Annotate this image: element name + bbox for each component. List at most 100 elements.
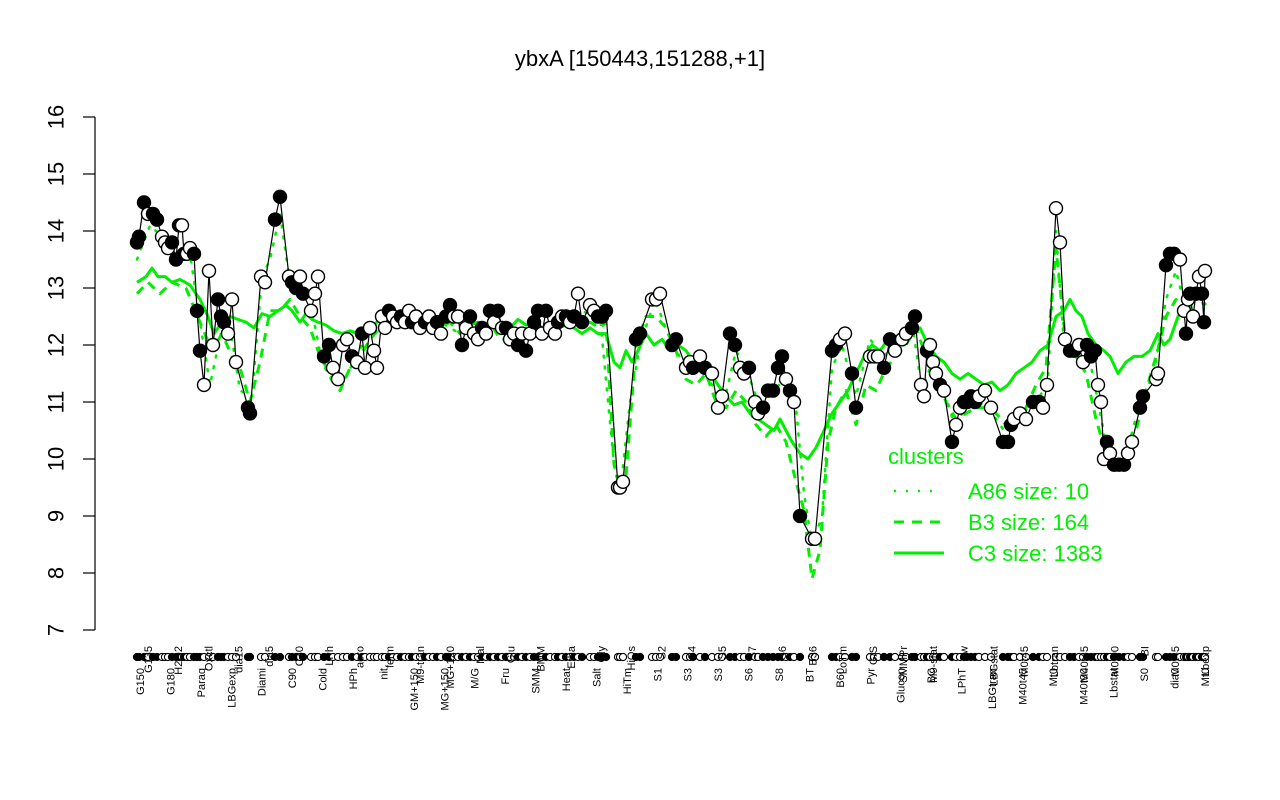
- data-point-open: [1090, 377, 1106, 393]
- data-point-open: [303, 303, 319, 318]
- data-point-filled: [131, 229, 147, 244]
- x-label-lower: C90: [287, 668, 299, 688]
- data-point-filled: [1087, 343, 1103, 358]
- x-rug-marker: [1042, 652, 1052, 662]
- data-point-open: [224, 292, 240, 307]
- x-label-upper: S2: [656, 646, 668, 659]
- x-label-upper: Glu: [505, 646, 517, 663]
- data-point-open: [307, 286, 323, 301]
- data-point-open: [478, 326, 494, 341]
- data-point-open: [330, 372, 346, 387]
- x-label-upper: LPh: [324, 646, 336, 666]
- data-point-open: [292, 269, 308, 284]
- data-point-open: [1018, 411, 1034, 427]
- x-label-upper: S5: [717, 646, 729, 659]
- data-point-filled: [685, 360, 701, 375]
- x-label-lower: S6: [744, 668, 756, 681]
- data-point-filled: [490, 303, 506, 318]
- y-tick-label: 7: [44, 624, 69, 636]
- x-label-upper: G/S: [868, 646, 880, 665]
- data-point-filled: [149, 212, 165, 227]
- data-point-open: [887, 343, 903, 358]
- x-label-upper: M9-stat: [928, 646, 940, 683]
- x-rug-marker: [939, 652, 949, 662]
- x-label-upper: HiOs: [626, 646, 638, 671]
- x-label-upper: Lbtran: [1049, 646, 1061, 677]
- data-point-open: [362, 320, 378, 336]
- data-point-open: [205, 337, 221, 353]
- x-label-upper: LBGstat: [989, 646, 1001, 686]
- x-rug-marker: [700, 652, 710, 662]
- x-label-upper: S6: [777, 646, 789, 659]
- x-rug-marker: [986, 652, 996, 662]
- x-label-lower: S0: [1139, 668, 1151, 681]
- x-rug-marker: [601, 652, 611, 662]
- x-rug-marker: [810, 652, 820, 662]
- x-label-lower: BC: [926, 668, 938, 683]
- data-point-open: [983, 400, 999, 415]
- x-label-lower: Salt: [591, 668, 603, 687]
- x-rug-marker: [1127, 652, 1137, 662]
- x-label-upper: MG+120: [445, 646, 457, 689]
- data-point-filled: [844, 366, 860, 381]
- data-point-open: [1124, 434, 1140, 450]
- x-label-lower: Diami: [257, 668, 269, 696]
- x-label-lower: HiTm: [622, 668, 634, 694]
- data-point-filled: [1178, 326, 1194, 341]
- data-point-open: [339, 332, 355, 347]
- data-point-filled: [242, 406, 258, 421]
- data-point-filled: [538, 303, 554, 318]
- y-tick-label: 14: [44, 219, 69, 243]
- data-point-filled: [727, 337, 743, 353]
- x-label-lower: G180: [165, 668, 177, 695]
- data-point-filled: [1194, 286, 1210, 301]
- x-rug-marker: [275, 652, 285, 662]
- data-point-open: [936, 383, 952, 398]
- data-point-open: [1052, 235, 1068, 250]
- data-point-open: [714, 389, 730, 404]
- data-point-filled: [321, 337, 337, 353]
- x-label-upper: Etha: [566, 645, 578, 669]
- data-point-open: [615, 474, 631, 489]
- x-label-upper: SMMPr: [898, 646, 910, 683]
- x-label-lower: nit: [378, 668, 390, 680]
- data-point-open: [786, 394, 802, 410]
- data-point-open: [807, 531, 823, 546]
- data-point-filled: [192, 343, 208, 358]
- x-rug-marker: [245, 652, 255, 662]
- x-label-lower: Fru: [500, 668, 512, 685]
- y-tick-label: 15: [44, 162, 69, 186]
- x-label-upper: Oxctl: [203, 646, 215, 671]
- x-label-upper: B36: [807, 646, 819, 666]
- x-rug-marker: [1200, 652, 1210, 662]
- chart-title: ybxA [150443,151288,+1]: [515, 46, 765, 71]
- x-label-upper: S7: [747, 646, 759, 659]
- x-rug-marker: [260, 652, 270, 662]
- y-tick-label: 16: [44, 105, 69, 129]
- x-rug-marker: [298, 652, 308, 662]
- data-point-filled: [1135, 389, 1151, 404]
- data-point-open: [201, 263, 217, 279]
- x-rug-marker: [231, 652, 241, 662]
- y-tick-label: 13: [44, 276, 69, 300]
- expression-series: [129, 189, 1213, 546]
- y-tick-label: 11: [44, 391, 69, 414]
- x-label-lower: Cold: [318, 668, 330, 691]
- data-point-open: [1185, 309, 1201, 324]
- data-point-filled: [668, 332, 684, 347]
- x-rug-marker: [635, 652, 645, 662]
- data-point-filled: [1196, 315, 1212, 330]
- data-point-filled: [944, 434, 960, 450]
- x-rug-marker: [618, 652, 628, 662]
- x-label-lower: Paraq: [196, 668, 208, 697]
- data-point-filled: [210, 292, 226, 307]
- data-point-filled: [755, 400, 771, 415]
- x-label-lower: Pyr: [865, 668, 877, 685]
- x-label-upper: Lbexp: [1200, 646, 1212, 676]
- x-label-upper: S4: [687, 646, 699, 659]
- data-point-filled: [741, 360, 757, 375]
- legend: clusters A86 size: 10 B3 size: 164 C3 si…: [888, 444, 1103, 566]
- x-rug-marker: [655, 652, 665, 662]
- x-rug-marker: [717, 652, 727, 662]
- data-point-filled: [272, 189, 288, 205]
